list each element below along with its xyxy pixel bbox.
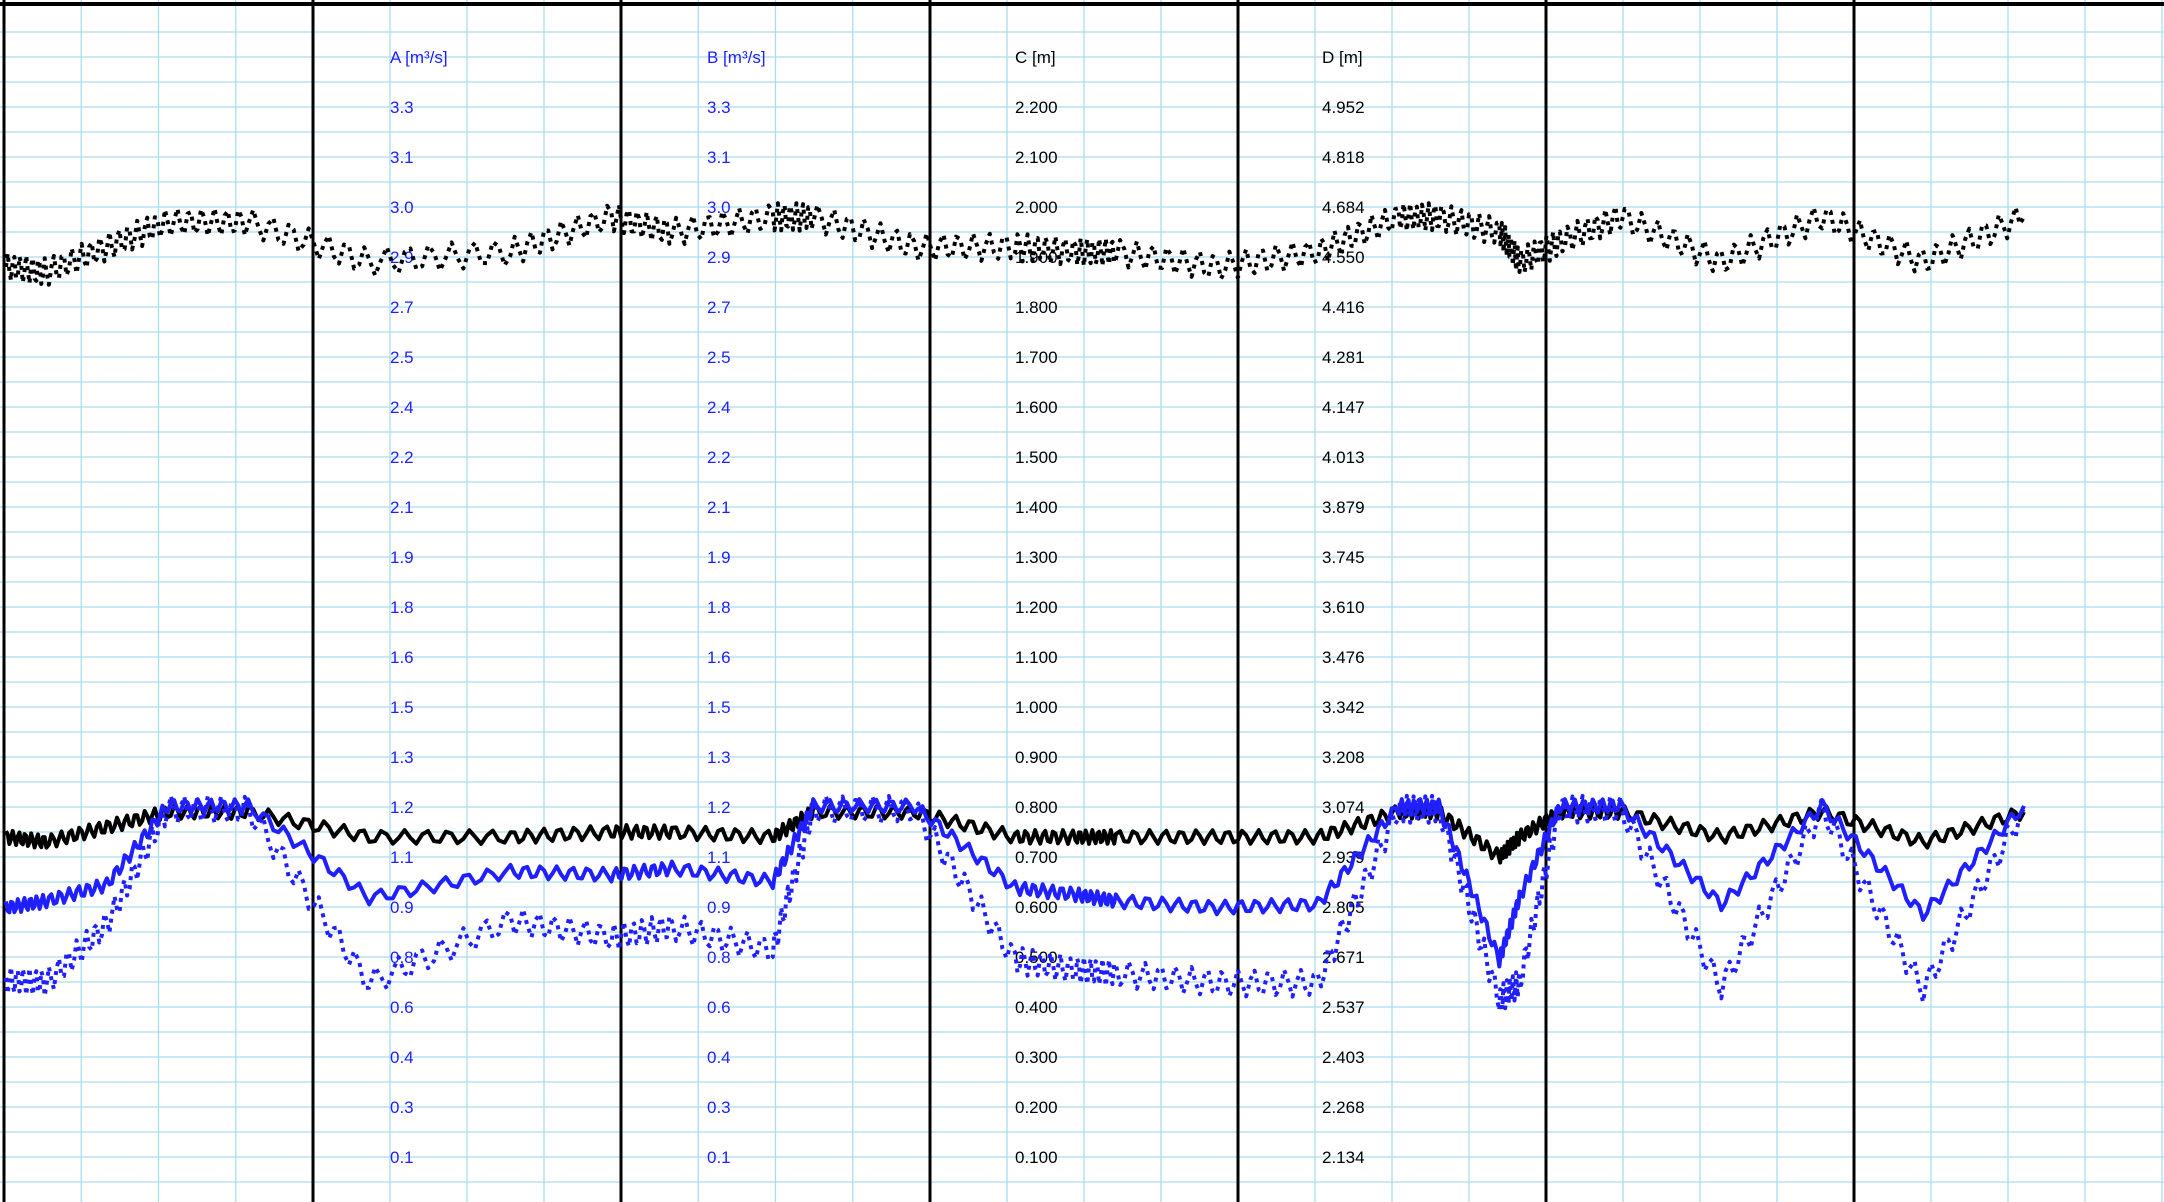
- tick-label-b: 1.5: [707, 698, 731, 717]
- tick-label-d: 2.268: [1322, 1098, 1365, 1117]
- tick-label-b: 0.1: [707, 1148, 731, 1167]
- axis-title-b: B [m³/s]: [707, 48, 766, 67]
- tick-label-a: 0.4: [390, 1048, 414, 1067]
- tick-label-b: 2.5: [707, 348, 731, 367]
- axis-title-c: C [m]: [1015, 48, 1056, 67]
- tick-label-d: 4.818: [1322, 148, 1365, 167]
- tick-label-c: 1.100: [1015, 648, 1058, 667]
- tick-label-c: 0.300: [1015, 1048, 1058, 1067]
- tick-label-d: 4.550: [1322, 248, 1365, 267]
- tick-label-d: 3.208: [1322, 748, 1365, 767]
- tick-label-b: 1.1: [707, 848, 731, 867]
- tick-label-b: 1.8: [707, 598, 731, 617]
- axis-title-a: A [m³/s]: [390, 48, 448, 67]
- tick-label-a: 1.2: [390, 798, 414, 817]
- tick-label-d: 3.342: [1322, 698, 1365, 717]
- tick-label-d: 4.281: [1322, 348, 1365, 367]
- tick-label-a: 0.3: [390, 1098, 414, 1117]
- tick-label-a: 1.1: [390, 848, 414, 867]
- series-line-c-solid: [4, 803, 2026, 865]
- tick-label-b: 1.9: [707, 548, 731, 567]
- tick-label-b: 3.3: [707, 98, 731, 117]
- tick-label-d: 4.013: [1322, 448, 1365, 467]
- tick-label-b: 2.7: [707, 298, 731, 317]
- tick-label-b: 1.2: [707, 798, 731, 817]
- tick-label-c: 0.500: [1015, 948, 1058, 967]
- axis-title-d: D [m]: [1322, 48, 1363, 67]
- tick-label-c: 0.400: [1015, 998, 1058, 1017]
- tick-label-c: 1.600: [1015, 398, 1058, 417]
- tick-label-c: 1.800: [1015, 298, 1058, 317]
- tick-label-b: 0.9: [707, 898, 731, 917]
- tick-label-c: 1.500: [1015, 448, 1058, 467]
- tick-label-b: 0.6: [707, 998, 731, 1017]
- tick-label-b: 2.2: [707, 448, 731, 467]
- tick-label-b: 2.4: [707, 398, 731, 417]
- tick-label-c: 0.100: [1015, 1148, 1058, 1167]
- tick-label-b: 3.0: [707, 198, 731, 217]
- tick-label-c: 1.000: [1015, 698, 1058, 717]
- series-line-a-solid: [4, 797, 2026, 969]
- tick-label-a: 0.9: [390, 898, 414, 917]
- tick-label-c: 2.100: [1015, 148, 1058, 167]
- tick-label-c: 2.000: [1015, 198, 1058, 217]
- tick-label-b: 2.1: [707, 498, 731, 517]
- tick-label-d: 2.805: [1322, 898, 1365, 917]
- tick-label-a: 1.5: [390, 698, 414, 717]
- tick-label-a: 3.1: [390, 148, 414, 167]
- tick-label-c: 0.700: [1015, 848, 1058, 867]
- tick-label-d: 2.939: [1322, 848, 1365, 867]
- tick-label-a: 0.1: [390, 1148, 414, 1167]
- tick-label-d: 4.416: [1322, 298, 1365, 317]
- tick-label-d: 4.684: [1322, 198, 1365, 217]
- tick-label-b: 0.4: [707, 1048, 731, 1067]
- tick-label-d: 3.879: [1322, 498, 1365, 517]
- tick-label-c: 1.200: [1015, 598, 1058, 617]
- tick-label-a: 3.3: [390, 98, 414, 117]
- tick-label-a: 2.9: [390, 248, 414, 267]
- tick-label-a: 3.0: [390, 198, 414, 217]
- tick-label-d: 2.403: [1322, 1048, 1365, 1067]
- axis-labels: A [m³/s] 3.3 3.1 3.0 2.9 2.7 2.5 2.4 2.2 2.1 1.9 1.…: [390, 48, 1365, 1167]
- tick-label-d: 4.952: [1322, 98, 1365, 117]
- tick-label-a: 1.8: [390, 598, 414, 617]
- series-line-c-dotted: [4, 201, 2026, 287]
- tick-label-d: 2.537: [1322, 998, 1365, 1017]
- tick-label-d: 4.147: [1322, 398, 1365, 417]
- tick-label-c: 0.800: [1015, 798, 1058, 817]
- tick-label-d: 3.476: [1322, 648, 1365, 667]
- tick-label-d: 2.134: [1322, 1148, 1365, 1167]
- tick-label-b: 1.3: [707, 748, 731, 767]
- tick-label-a: 2.5: [390, 348, 414, 367]
- tick-label-c: 0.900: [1015, 748, 1058, 767]
- tick-label-a: 2.4: [390, 398, 414, 417]
- tick-label-a: 2.2: [390, 448, 414, 467]
- tick-label-a: 1.6: [390, 648, 414, 667]
- tick-label-a: 2.1: [390, 498, 414, 517]
- tick-label-a: 0.6: [390, 998, 414, 1017]
- tick-label-c: 2.200: [1015, 98, 1058, 117]
- tick-label-d: 3.610: [1322, 598, 1365, 617]
- series-layer: [4, 201, 2026, 1013]
- tick-label-c: 0.200: [1015, 1098, 1058, 1117]
- tick-label-a: 1.3: [390, 748, 414, 767]
- tick-label-c: 0.600: [1015, 898, 1058, 917]
- tick-label-b: 2.9: [707, 248, 731, 267]
- tick-label-c: 1.700: [1015, 348, 1058, 367]
- tick-label-d: 3.745: [1322, 548, 1365, 567]
- tick-label-b: 1.6: [707, 648, 731, 667]
- tick-label-b: 3.1: [707, 148, 731, 167]
- tick-label-c: 1.300: [1015, 548, 1058, 567]
- tick-label-a: 1.9: [390, 548, 414, 567]
- tick-label-c: 1.400: [1015, 498, 1058, 517]
- tick-label-b: 0.3: [707, 1098, 731, 1117]
- tick-label-b: 0.8: [707, 948, 731, 967]
- tick-label-a: 2.7: [390, 298, 414, 317]
- tick-label-d: 3.074: [1322, 798, 1365, 817]
- tick-label-a: 0.8: [390, 948, 414, 967]
